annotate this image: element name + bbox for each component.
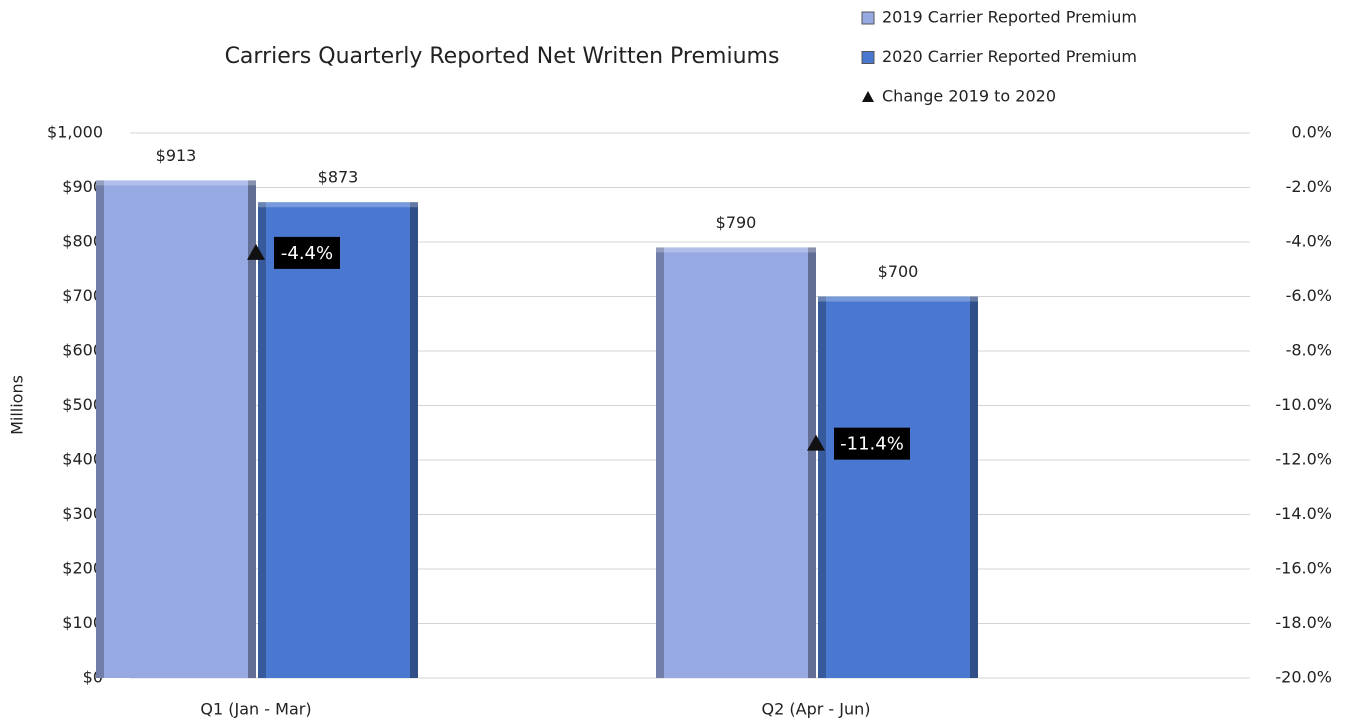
x-tick-label: Q2 (Apr - Jun) — [762, 700, 871, 719]
y2-tick-label: -4.0% — [1286, 232, 1332, 251]
data-label: $790 — [716, 213, 757, 232]
y-tick-label: $900 — [62, 177, 103, 196]
y-tick-label: $700 — [62, 286, 103, 305]
bar-bevel-left — [818, 296, 826, 678]
legend-swatch — [861, 11, 875, 25]
bar-bevel-right — [248, 180, 256, 679]
y2-tick-label: -10.0% — [1275, 395, 1332, 414]
y-tick-label: $500 — [62, 395, 103, 414]
chart-title: Carriers Quarterly Reported Net Written … — [225, 44, 780, 69]
bar-bevel-top — [818, 296, 978, 302]
y2-tick-label: -14.0% — [1275, 504, 1332, 523]
bar-bevel-top — [96, 180, 256, 186]
bar-bevel-left — [258, 202, 266, 678]
bar — [818, 296, 978, 678]
change-label: -11.4% — [840, 434, 904, 455]
legend-label: Change 2019 to 2020 — [882, 87, 1056, 106]
y-tick-label: $200 — [62, 559, 103, 578]
bar-bevel-left — [656, 247, 664, 678]
bar-bevel-right — [808, 247, 816, 678]
legend-label: 2020 Carrier Reported Premium — [882, 47, 1137, 66]
y2-tick-label: -16.0% — [1275, 559, 1332, 578]
y-tick-label: $400 — [62, 450, 103, 469]
bar — [96, 180, 256, 679]
bar — [258, 202, 418, 678]
y2-tick-label: -12.0% — [1275, 450, 1332, 469]
bar-bevel-top — [656, 247, 816, 253]
bar-bevel-right — [410, 202, 418, 678]
y-tick-label: $800 — [62, 232, 103, 251]
change-marker — [807, 434, 825, 451]
y2-tick-label: -6.0% — [1286, 286, 1332, 305]
bar-bevel-top — [258, 202, 418, 208]
bar-bevel-right — [970, 296, 978, 678]
y-tick-label: $1,000 — [47, 123, 103, 142]
legend-swatch — [861, 51, 875, 64]
legend-marker — [862, 91, 874, 102]
change-marker — [247, 243, 265, 260]
y-tick-label: $600 — [62, 341, 103, 360]
y2-tick-label: 0.0% — [1291, 123, 1332, 142]
y2-tick-label: -18.0% — [1275, 613, 1332, 632]
data-label: $873 — [318, 168, 359, 187]
y-tick-label: $100 — [62, 613, 103, 632]
change-label-box — [834, 427, 910, 460]
change-label: -4.4% — [281, 243, 333, 264]
y-axis-label: Millions — [8, 375, 27, 435]
y2-tick-label: -20.0% — [1275, 668, 1332, 687]
data-label: $700 — [878, 262, 919, 281]
bar — [656, 247, 816, 678]
y-tick-label: $300 — [62, 504, 103, 523]
bar-bevel-left — [96, 180, 104, 679]
legend-label: 2019 Carrier Reported Premium — [882, 8, 1137, 27]
y2-tick-label: -8.0% — [1286, 341, 1332, 360]
x-tick-label: Q1 (Jan - Mar) — [200, 700, 311, 719]
change-label-box — [274, 236, 340, 269]
data-label: $913 — [156, 146, 197, 165]
y2-tick-label: -2.0% — [1286, 177, 1332, 196]
